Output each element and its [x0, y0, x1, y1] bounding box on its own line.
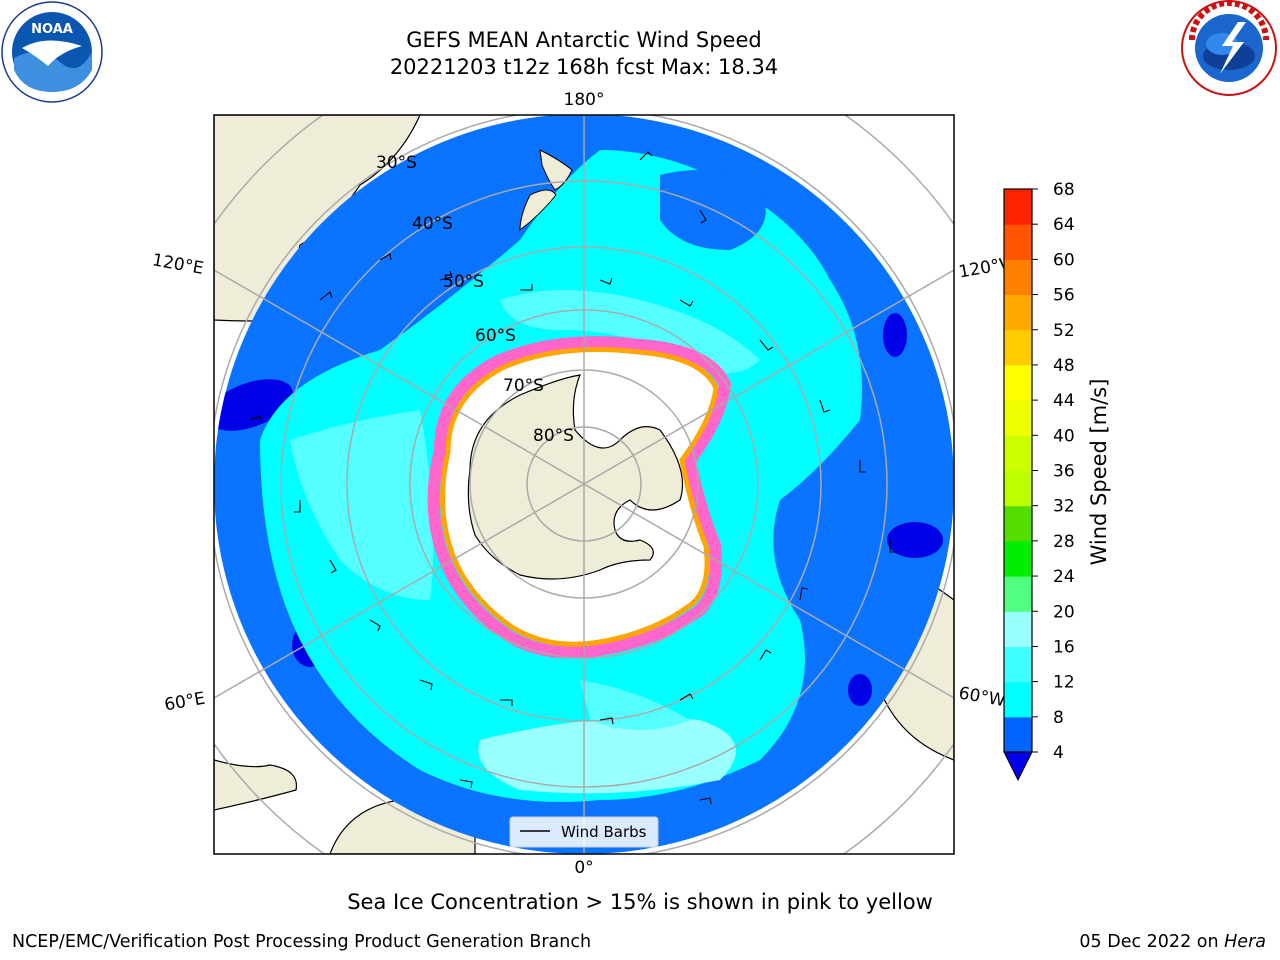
colorbar-swatch	[1004, 646, 1032, 683]
colorbar-tick-label: 8	[1053, 708, 1064, 728]
noaa-logo-icon: NOAA	[1, 1, 103, 103]
colorbar-tick-label: 68	[1053, 180, 1075, 200]
lat-label-40s: 40°S	[412, 214, 453, 234]
colorbar-tick-label: 64	[1053, 215, 1075, 235]
lon-label-60e: 60°E	[163, 689, 207, 716]
legend-label: Wind Barbs	[561, 823, 647, 841]
lon-label-0: 0°	[574, 858, 593, 878]
footer-credit: NCEP/EMC/Verification Post Processing Pr…	[12, 932, 592, 952]
lon-label-120e: 120°E	[151, 250, 205, 279]
colorbar-tick-label: 56	[1053, 286, 1075, 306]
colorbar-tick-label: 40	[1053, 426, 1075, 446]
wind-barbs	[249, 151, 896, 805]
colorbar-swatch	[1004, 400, 1032, 436]
colorbar-swatch	[1004, 681, 1032, 718]
colorbar-swatch	[1004, 259, 1032, 296]
svg-text:NOAA: NOAA	[31, 22, 73, 37]
colorbar-tick-label: 32	[1053, 497, 1075, 517]
colorbar-tick-label: 48	[1053, 356, 1075, 376]
colorbar-tick-label: 24	[1053, 567, 1075, 587]
lat-label-60s: 60°S	[475, 326, 516, 346]
colorbar-label: Wind Speed [m/s]	[1087, 379, 1111, 566]
map-frame	[213, 114, 955, 855]
colorbar-tick-label: 16	[1053, 637, 1075, 657]
lat-label-80s: 80°S	[533, 426, 574, 446]
sea-ice-note: Sea Ice Concentration > 15% is shown in …	[347, 890, 933, 914]
colorbar-swatch	[1004, 716, 1032, 753]
colorbar-tick-label: 12	[1053, 673, 1075, 693]
colorbar-tick-label: 28	[1053, 532, 1075, 552]
colorbar-under-triangle	[1003, 751, 1033, 782]
lat-label-50s: 50°S	[443, 272, 484, 292]
colorbar-swatch	[1004, 611, 1032, 647]
lon-label-180: 180°	[564, 90, 605, 110]
colorbar-swatch	[1004, 505, 1032, 542]
colorbar-tick-label: 4	[1053, 743, 1064, 763]
footer-date: 05 Dec 2022 on Hera	[1079, 932, 1266, 952]
graticule	[214, 115, 954, 854]
colorbar-swatch	[1004, 435, 1032, 471]
colorbar-swatch	[1004, 470, 1032, 507]
lon-label-60w: 60°W	[957, 683, 1007, 711]
colorbar-swatch	[1004, 224, 1032, 260]
colorbar-swatch	[1004, 329, 1032, 366]
colorbar-tick-label: 36	[1053, 462, 1075, 482]
lat-label-30s: 30°S	[376, 153, 417, 173]
nws-logo-icon	[1181, 0, 1277, 96]
colorbar-swatch	[1004, 294, 1032, 331]
colorbar-tick-label: 20	[1053, 602, 1075, 622]
lat-label-70s: 70°S	[503, 376, 544, 396]
map-subtitle: 20221203 t12z 168h fcst Max: 18.34	[389, 55, 779, 79]
footer-machine: Hera	[1224, 932, 1266, 952]
antarctica-land	[467, 374, 684, 580]
barbs-legend: Wind Barbs	[509, 816, 659, 848]
map-title: GEFS MEAN Antarctic Wind Speed	[406, 28, 762, 52]
colorbar-swatch	[1004, 364, 1032, 401]
colorbar-swatch	[1004, 576, 1032, 612]
colorbar-tick-label: 44	[1053, 391, 1075, 411]
colorbar-swatch	[1004, 189, 1032, 225]
colorbar-swatch	[1004, 540, 1032, 577]
colorbar-tick-label: 60	[1053, 250, 1075, 270]
colorbar-tick-label: 52	[1053, 321, 1075, 341]
